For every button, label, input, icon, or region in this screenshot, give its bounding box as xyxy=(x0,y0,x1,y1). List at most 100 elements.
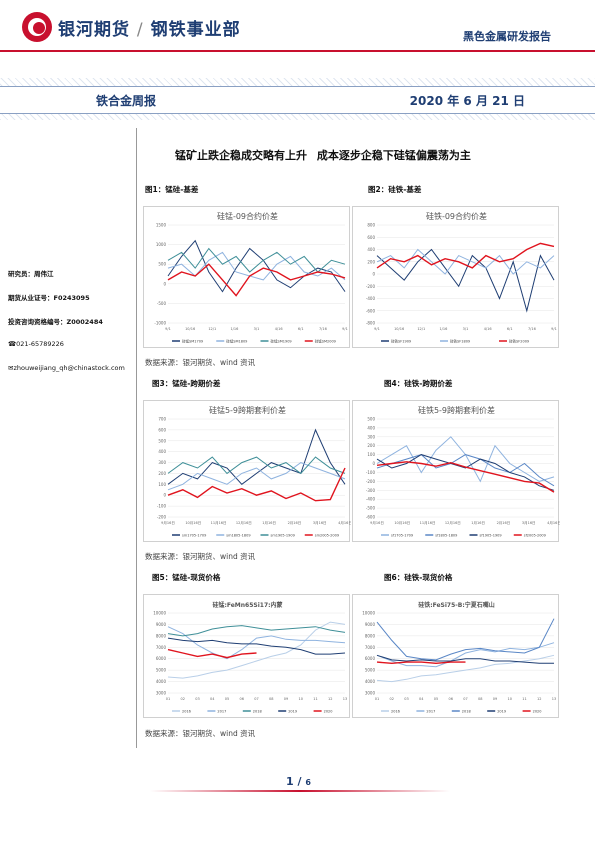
y-tick-label: -400 xyxy=(366,497,376,502)
y-tick-label: -400 xyxy=(366,296,376,301)
x-tick-label: 13 xyxy=(343,697,347,701)
series-line-sm1805-1809 xyxy=(167,462,346,491)
x-tick-label: 3月16日 xyxy=(313,520,327,525)
legend-label: 2019 xyxy=(497,710,506,714)
x-tick-label: 12月16日 xyxy=(236,520,252,525)
x-tick-label: 12 xyxy=(328,697,332,701)
brand-slash: / xyxy=(136,20,144,40)
x-tick-label: 06 xyxy=(240,697,244,701)
series-line-2017 xyxy=(376,642,555,668)
analyst-name: 研究员：周伟江 xyxy=(8,270,54,278)
x-tick-label: 1月16日 xyxy=(262,520,276,525)
figure-6-caption: 图6：硅铁-现货价格 xyxy=(384,573,453,582)
chart-fig3: 硅锰5-9跨期套利价差 700 600 500 400 300 200 100 0 -100 -20… xyxy=(143,400,351,542)
figure-5-caption: 图5：锰硅-现货价格 xyxy=(152,573,221,582)
x-tick-label: 03 xyxy=(404,697,408,701)
x-tick-label: 06 xyxy=(449,697,453,701)
legend-label: sf2005-2009 xyxy=(524,534,546,538)
x-tick-label: 3/1 xyxy=(254,327,260,331)
chart-fig6: 硅铁:FeSi75-B:宁夏石嘴山 10000 9000 8000 7000 6000 50… xyxy=(352,594,559,718)
x-tick-label: 6/1 xyxy=(507,327,513,331)
y-tick-label: 5000 xyxy=(365,668,376,673)
x-tick-label: 04 xyxy=(210,697,215,701)
x-tick-label: 09 xyxy=(284,697,288,701)
y-tick-label: -1000 xyxy=(154,321,166,326)
y-tick-label: 200 xyxy=(158,471,166,476)
x-tick-label: 9/1 xyxy=(165,327,171,331)
x-tick-label: 9月16日 xyxy=(370,520,384,525)
y-tick-label: 500 xyxy=(158,438,166,443)
report-date: 2020 年 6 月 21 日 xyxy=(409,94,525,108)
y-tick-label: -200 xyxy=(366,479,376,484)
figure-2-caption: 图2：硅铁-基差 xyxy=(368,185,422,194)
x-tick-label: 9/1 xyxy=(342,327,348,331)
legend-label: sm2005-2009 xyxy=(315,534,339,538)
x-tick-label: 12/1 xyxy=(417,327,425,331)
legend-label: 硅锰SM2009 xyxy=(315,339,336,344)
x-tick-label: 3月16日 xyxy=(522,520,536,525)
x-tick-label: 9/1 xyxy=(374,327,380,331)
x-tick-label: 04 xyxy=(419,697,424,701)
x-tick-label: 11月16日 xyxy=(211,520,227,525)
x-tick-label: 08 xyxy=(478,697,482,701)
x-tick-label: 1/16 xyxy=(439,327,447,331)
legend-label: 2017 xyxy=(426,710,435,714)
main-title: 锰矿止跌企稳成交略有上升 成本逐步企稳下硅锰偏震荡为主 xyxy=(175,149,471,162)
series-line-2020 xyxy=(376,661,466,665)
x-tick-label: 10月16日 xyxy=(394,520,410,525)
y-tick-label: 6000 xyxy=(156,656,167,661)
y-tick-label: -600 xyxy=(366,308,376,313)
series-line-sf1805-1809 xyxy=(376,454,555,487)
x-tick-label: 12/1 xyxy=(208,327,216,331)
x-tick-label: 10/16 xyxy=(185,327,195,331)
column-divider xyxy=(136,128,137,748)
x-tick-label: 2月16日 xyxy=(288,520,302,525)
series-line-sf1705-1709 xyxy=(376,436,555,483)
y-tick-label: 5000 xyxy=(156,668,167,673)
series-line-2016 xyxy=(167,621,346,679)
y-tick-label: 10000 xyxy=(153,611,166,616)
legend-label: 2017 xyxy=(217,710,226,714)
y-tick-label: 200 xyxy=(367,259,375,264)
series-line-硅铁SF1909 xyxy=(376,248,555,313)
analyst-license: 期货从业证号：F0243095 xyxy=(8,294,90,302)
chart-title: 硅锰:FeMn65Si17:内蒙 xyxy=(212,601,282,609)
header-divider xyxy=(0,50,595,52)
y-tick-label: 500 xyxy=(158,262,166,267)
series-line-2016 xyxy=(376,654,555,683)
x-tick-label: 12月16日 xyxy=(445,520,461,525)
series-line-sm1705-1709 xyxy=(167,428,346,485)
legend-label: 硅铁SF2009 xyxy=(509,339,529,344)
figure-3-caption: 图3：锰硅-跨期价差 xyxy=(152,379,221,388)
series-line-2019 xyxy=(376,654,554,664)
x-tick-label: 4/16 xyxy=(275,327,283,331)
y-tick-label: 100 xyxy=(158,482,166,487)
y-tick-label: 7000 xyxy=(365,645,376,650)
y-tick-label: 0 xyxy=(372,461,375,466)
x-tick-label: 7/16 xyxy=(319,327,327,331)
legend-label: sf1705-1709 xyxy=(391,534,413,538)
y-tick-label: 1500 xyxy=(156,223,167,228)
y-tick-label: 4000 xyxy=(365,679,376,684)
y-tick-label: 200 xyxy=(367,443,375,448)
series-line-sf1905-1909 xyxy=(376,454,555,491)
series-line-2019 xyxy=(167,637,346,655)
y-tick-label: 500 xyxy=(367,417,375,422)
figure-5-6-source: 数据来源：银河期货、wind 资讯 xyxy=(145,729,256,738)
x-tick-label: 03 xyxy=(195,697,199,701)
y-tick-label: 400 xyxy=(367,425,375,430)
x-tick-label: 10月16日 xyxy=(185,520,201,525)
x-tick-label: 10/16 xyxy=(394,327,404,331)
analyst-phone: ☎021-65789226 xyxy=(8,340,64,348)
y-tick-label: 1000 xyxy=(156,242,167,247)
x-tick-label: 6/1 xyxy=(298,327,304,331)
analyst-email[interactable]: ✉zhouweijiang_qh@chinastock.com xyxy=(8,364,125,372)
series-line-2017 xyxy=(167,626,346,660)
legend-label: 硅锰SM1809 xyxy=(226,339,247,344)
x-tick-label: 2月16日 xyxy=(497,520,511,525)
legend-label: 硅铁SF1909 xyxy=(391,339,411,344)
legend-label: 硅锰SM1909 xyxy=(271,339,292,344)
y-tick-label: 3000 xyxy=(365,691,376,696)
y-tick-label: -100 xyxy=(366,470,376,475)
legend-label: 2016 xyxy=(182,710,191,714)
